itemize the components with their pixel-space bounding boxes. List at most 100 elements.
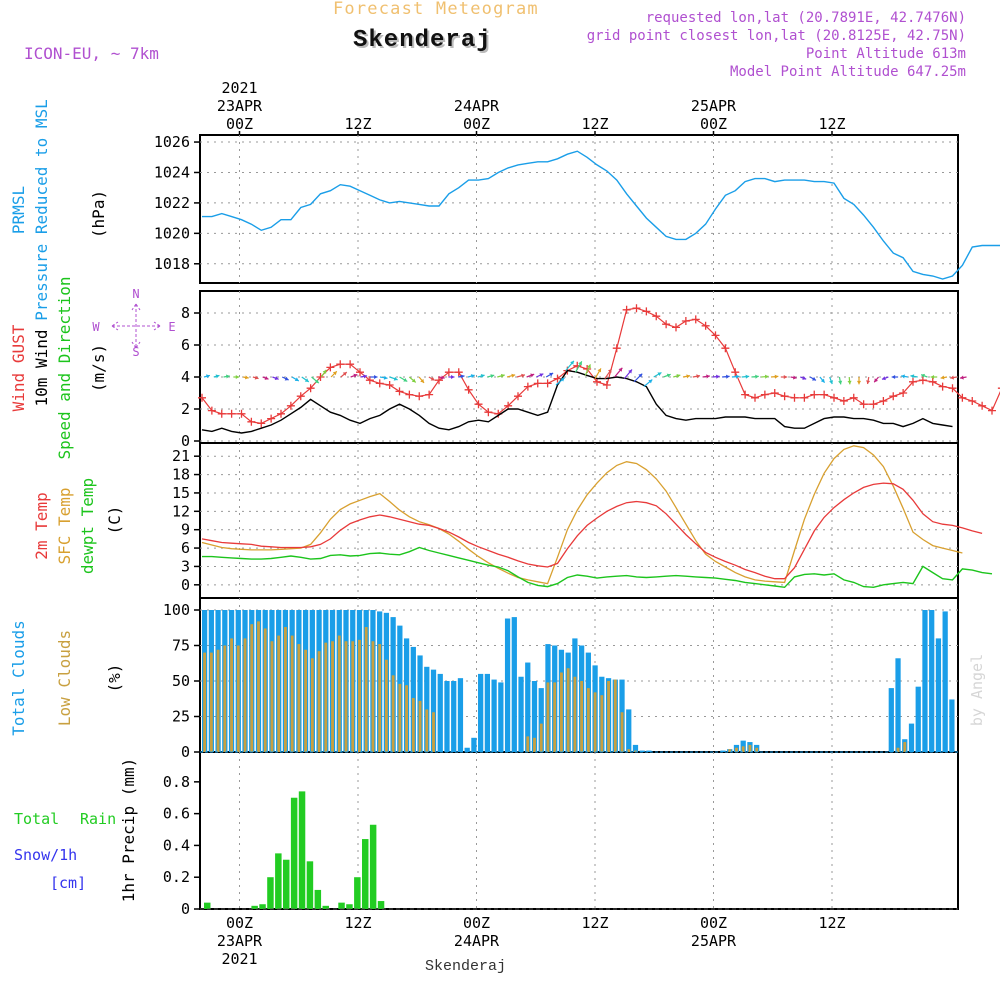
wind-arrow [682, 374, 691, 379]
wind-arrow [950, 375, 957, 380]
bottom-time-label: 2021 [221, 950, 257, 968]
wind-arrow-head [530, 373, 535, 378]
wind-arrow-head [264, 376, 269, 380]
wind-arrow-head [430, 376, 435, 381]
wind-arrow [959, 375, 967, 380]
total-clouds-label: Total Clouds [9, 620, 28, 736]
gust-marker [711, 331, 720, 340]
y-tick-label: 9 [181, 521, 190, 539]
wind-arrow [330, 370, 338, 378]
gust-marker [859, 400, 868, 409]
low-cloud-bar [391, 675, 395, 752]
gust-marker [909, 377, 917, 386]
wind-arrow-head [874, 378, 878, 383]
wind-arrow [536, 373, 544, 378]
y-tick-label: 1026 [154, 133, 190, 151]
wind-arrow [379, 375, 388, 380]
wind-arrow [477, 374, 485, 379]
wind-arrow-head [891, 374, 896, 380]
gust-marker [198, 393, 206, 402]
gust-marker [869, 400, 878, 409]
y-tick-label: 0.8 [163, 773, 190, 791]
low-cloud-bar [600, 695, 604, 752]
wind-arrow-head [549, 372, 554, 377]
dewpt-temp-label: dewpt Temp [78, 478, 97, 574]
total-rain-label-2: Rain [80, 810, 116, 828]
total-cloud-bar [646, 750, 652, 752]
wind-arrow-head [284, 376, 289, 381]
gust-marker [316, 373, 325, 381]
low-cloud-bar [748, 744, 752, 752]
gust-marker [375, 379, 384, 388]
wind-arrow-head [666, 373, 671, 378]
pressure-unit-label: (hPa) [89, 190, 108, 238]
wind-arrow [291, 376, 300, 382]
wind-arrow [262, 376, 269, 380]
low-cloud-bar [371, 641, 375, 752]
wind-arrow-head [560, 377, 565, 382]
low-cloud-bar [896, 747, 900, 752]
low-cloud-bar [546, 682, 550, 752]
wind-arrow [623, 369, 633, 379]
total-cloud-bar [491, 679, 497, 752]
total-cloud-bar [471, 737, 477, 752]
wind-arrow [497, 373, 505, 378]
total-rain-label-1: Total [14, 810, 59, 828]
wind-arrow-head [607, 368, 612, 373]
wind-arrow [594, 368, 602, 379]
gust-marker [523, 382, 532, 391]
temp-2m-line [201, 482, 983, 580]
low-cloud-bar [243, 638, 247, 752]
low-cloud-bar [728, 749, 732, 752]
total-cloud-bar [484, 673, 491, 752]
wind-arrow [555, 377, 565, 386]
gust-marker [652, 312, 661, 321]
y-tick-label: 0.6 [163, 805, 190, 823]
y-tick-label: 0 [181, 432, 190, 450]
low-cloud-bar [526, 736, 530, 752]
gust-marker [602, 381, 611, 389]
gust-marker [879, 397, 888, 405]
wind-arrow [809, 376, 817, 381]
low-cloud-bar [290, 635, 294, 752]
gust-marker [731, 368, 740, 377]
wind-arrow [408, 376, 417, 383]
temp-2m-label: 2m Temp [32, 492, 51, 559]
gust-marker [356, 368, 364, 377]
top-time-label: 00Z [463, 115, 490, 133]
rain-bar [204, 902, 211, 909]
y-tick-label: 1020 [154, 224, 190, 242]
gust-marker [533, 379, 542, 388]
gust-marker [830, 393, 838, 402]
total-cloud-bar [720, 750, 726, 752]
wind-arrow [633, 373, 643, 383]
wind-arrow-head [353, 373, 358, 378]
bottom-time-label: 00Z [226, 914, 253, 932]
wind-arrow [800, 376, 807, 380]
pressure-label-desc: Pressure Reduced to MSL [32, 99, 51, 321]
low-cloud-bar [337, 635, 341, 752]
gust-marker [681, 317, 690, 325]
low-cloud-bar [593, 692, 597, 752]
y-tick-label: 25 [172, 708, 190, 726]
low-cloud-bar [270, 641, 274, 752]
wind-arrow [272, 376, 279, 381]
bottom-time-label: 12Z [818, 914, 845, 932]
wind-arrow [438, 375, 445, 380]
credit-watermark: by Angel [968, 654, 986, 726]
total-cloud-bar [504, 618, 511, 752]
low-cloud-bar [230, 638, 233, 752]
y-tick-label: 2 [181, 400, 190, 418]
low-cloud-bar [533, 737, 536, 752]
total-cloud-bar [444, 681, 450, 752]
gridpoint-coords: grid point closest lon,lat (20.8125E, 42… [586, 28, 966, 44]
wind-arrow-head [856, 380, 862, 385]
wind-arrow [881, 376, 889, 381]
wind-arrow [360, 374, 368, 379]
top-time-label: 23APR [217, 97, 263, 115]
top-time-label: 12Z [818, 115, 845, 133]
low-cloud-bar [216, 649, 220, 752]
gust-marker [760, 390, 769, 399]
wind-arrow [910, 374, 918, 379]
